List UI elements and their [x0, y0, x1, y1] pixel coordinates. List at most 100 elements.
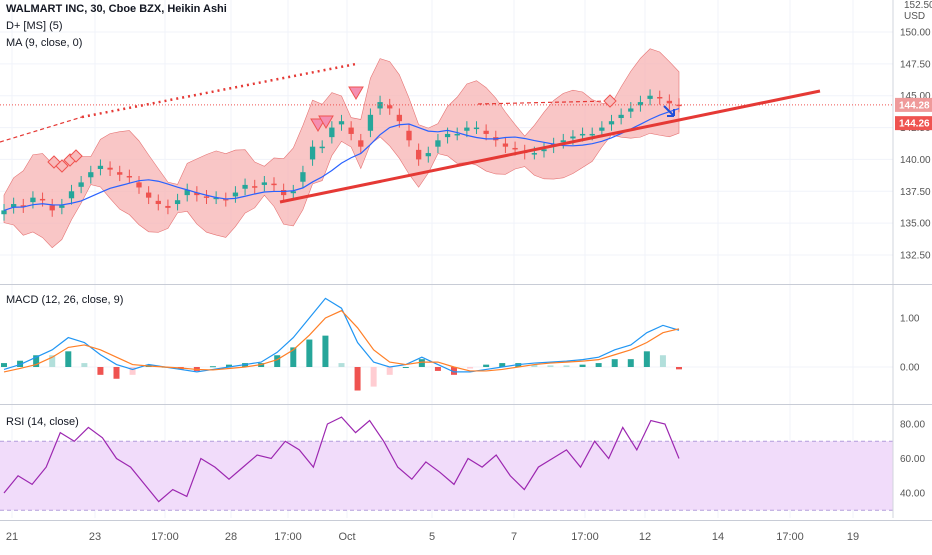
arrow-down-right-icon	[663, 105, 675, 117]
support-trendline	[279, 89, 821, 204]
macd-plot	[1, 297, 682, 391]
candle-body	[628, 108, 634, 112]
indicator-ma-legend[interactable]: MA (9, close, 0)	[6, 37, 83, 49]
price-tick-label: 147.50	[900, 59, 931, 70]
macd-histogram-bar	[499, 363, 506, 367]
candle-body	[396, 114, 403, 122]
candle-body	[155, 200, 161, 205]
candle-body	[126, 175, 133, 178]
macd-histogram-bar	[226, 364, 232, 367]
rsi-tick-label: 40.00	[900, 489, 925, 500]
candle-body	[223, 198, 229, 201]
time-tick-label: 28	[225, 531, 237, 543]
price-tick-label: 135.00	[900, 219, 931, 230]
rsi-band	[0, 441, 893, 511]
candle-body	[117, 172, 123, 175]
candle-body	[59, 205, 65, 208]
macd-histogram-bar	[322, 335, 329, 367]
candle-body	[145, 192, 152, 198]
macd-histogram-bar	[611, 359, 618, 367]
diamond-signal-icon	[55, 159, 69, 173]
rsi-legend[interactable]: RSI (14, close)	[6, 416, 79, 428]
candle-body	[174, 200, 181, 205]
macd-histogram-bar	[627, 359, 634, 367]
candle-body	[213, 197, 219, 200]
candle-body	[377, 102, 383, 109]
macd-histogram-bar	[129, 367, 136, 375]
price-tick-label: 137.50	[900, 187, 931, 198]
candle-body	[194, 192, 200, 196]
diamond-signal-icon	[69, 149, 83, 163]
grid	[0, 0, 893, 518]
macd-histogram-bar	[643, 351, 650, 367]
rsi-tick-label: 60.00	[900, 454, 925, 465]
time-tick-label: 14	[712, 531, 724, 543]
macd-legend[interactable]: MACD (12, 26, close, 9)	[6, 294, 124, 306]
candle-body	[387, 105, 393, 109]
macd-histogram-bar	[579, 364, 586, 367]
diamond-signal-icon	[603, 94, 617, 108]
macd-histogram-bar	[370, 367, 377, 387]
macd-histogram-bar	[81, 363, 88, 367]
time-tick-label: 5	[429, 531, 435, 543]
candle-body	[78, 182, 84, 187]
candle-body	[280, 190, 287, 196]
time-tick-label: 17:00	[571, 531, 599, 543]
triangle-signal-icon	[348, 86, 364, 100]
candle-body	[271, 183, 277, 186]
macd-histogram-bar	[338, 363, 345, 367]
axes: 152.50USD150.00147.50145.00142.50140.001…	[0, 0, 932, 543]
triangle-signal-icon	[310, 118, 326, 132]
last-price-badge	[895, 97, 932, 112]
candle-body	[348, 127, 354, 134]
candle-body	[232, 192, 239, 197]
macd-histogram-bar	[434, 367, 441, 371]
candle-body	[319, 146, 325, 149]
macd-histogram-bar	[354, 367, 361, 391]
macd-histogram-bar	[113, 367, 120, 379]
indicator-dplus-legend[interactable]: D+ [MS] (5)	[6, 20, 63, 32]
candle-body	[637, 102, 644, 106]
price-tick-label: 140.00	[900, 155, 931, 166]
candle-body	[252, 186, 258, 188]
candle-body	[97, 165, 104, 169]
macd-tick-label: 1.00	[900, 314, 920, 325]
signal-line	[3, 309, 680, 373]
macd-histogram-bar	[274, 355, 281, 367]
macd-histogram-bar	[97, 367, 104, 375]
candle-body	[10, 204, 17, 208]
candle-body	[483, 130, 489, 134]
candle-body	[560, 140, 566, 143]
symbol-title[interactable]: WALMART INC, 30, Cboe BZX, Heikin Ashi	[6, 3, 227, 15]
candle-body	[107, 167, 113, 170]
candle-body	[20, 205, 26, 207]
upper-trendline-extension	[0, 116, 83, 143]
candle-body	[261, 182, 268, 185]
macd-histogram-bar	[33, 355, 40, 367]
candle-body	[49, 205, 55, 211]
price-tick-label: 150.00	[900, 28, 931, 39]
candle-body	[531, 153, 538, 155]
macd-histogram-bar	[290, 347, 297, 367]
price-tick-label: 152.50	[904, 0, 932, 11]
candle-body	[68, 191, 75, 199]
candle-body	[599, 127, 605, 131]
candle-body	[502, 143, 509, 147]
candle-body	[136, 182, 142, 188]
macd-histogram-bar	[547, 365, 554, 367]
macd-histogram-bar	[65, 351, 72, 367]
macd-line	[3, 297, 680, 373]
candle-body	[39, 198, 46, 201]
macd-histogram-bar	[386, 367, 393, 375]
candle-body	[589, 133, 595, 136]
candle-body	[570, 136, 576, 139]
macd-histogram-bar	[402, 367, 409, 368]
macd-histogram-bar	[563, 365, 570, 367]
macd-histogram-bar	[467, 367, 474, 369]
macd-histogram-bar	[418, 359, 425, 367]
macd-histogram-bar	[659, 355, 666, 367]
drawing-overlay	[0, 62, 893, 204]
price-tick-label: 132.50	[900, 251, 931, 262]
